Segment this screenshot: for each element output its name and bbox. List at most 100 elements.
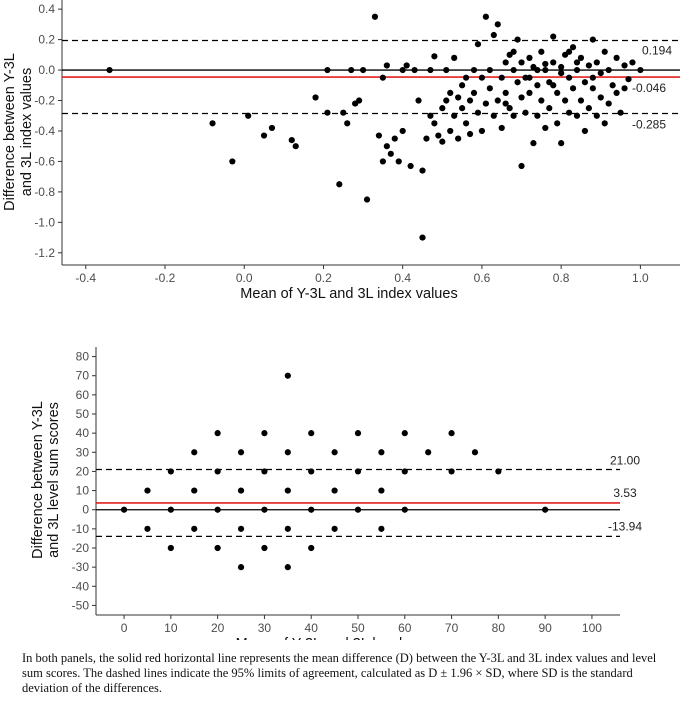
data-point: [419, 234, 426, 241]
data-point: [455, 135, 462, 142]
y-tick-label: 70: [76, 369, 90, 383]
data-point: [573, 66, 581, 74]
data-point: [466, 97, 474, 104]
y-tick-label: 10: [76, 484, 90, 498]
data-point: [229, 158, 236, 165]
data-point: [354, 506, 362, 513]
data-point: [120, 506, 128, 513]
x-axis-title: Mean of Y-3L and 3L level sum scores: [236, 636, 481, 640]
data-point: [601, 48, 608, 55]
data-point: [344, 120, 351, 127]
y-tick-label: 0.4: [38, 2, 55, 16]
data-point: [573, 59, 581, 66]
y-axis-title-line: Difference between Y-3L: [30, 401, 46, 559]
data-point: [439, 105, 446, 112]
y-tick-label: 60: [76, 388, 90, 402]
x-tick-label: -0.2: [155, 271, 176, 285]
y-tick-label: -0.8: [34, 185, 55, 199]
data-point: [554, 89, 561, 97]
data-point: [617, 109, 624, 116]
data-point: [214, 430, 221, 437]
data-point: [144, 525, 151, 532]
data-point: [558, 63, 565, 71]
data-point: [191, 525, 198, 532]
data-point: [379, 158, 386, 165]
x-tick-label: -0.4: [75, 271, 96, 285]
data-point: [474, 41, 482, 48]
data-point: [573, 112, 581, 119]
x-tick-label: 0.4: [394, 271, 411, 285]
data-point: [455, 94, 462, 101]
data-point: [462, 120, 470, 127]
y-tick-label: -0.2: [34, 94, 55, 108]
data-point: [569, 85, 577, 92]
data-point: [471, 449, 479, 456]
data-point: [431, 120, 438, 127]
data-point: [486, 66, 493, 74]
data-point: [423, 135, 430, 142]
data-point: [427, 112, 434, 119]
data-point: [514, 79, 521, 86]
data-point: [490, 112, 497, 119]
data-point: [435, 132, 442, 139]
data-point: [403, 62, 410, 69]
data-point: [530, 140, 537, 147]
x-tick-label: 0.6: [474, 271, 491, 285]
data-point: [214, 544, 221, 552]
data-point: [340, 109, 347, 116]
data-point: [526, 89, 533, 97]
data-point: [526, 74, 533, 81]
data-point: [522, 109, 529, 116]
data-point: [629, 59, 636, 66]
y-tick-label: -50: [72, 598, 90, 612]
x-axis-title: Mean of Y-3L and 3L index values: [240, 286, 457, 302]
data-point: [331, 449, 338, 456]
data-point: [324, 66, 331, 74]
data-point: [312, 94, 319, 101]
x-tick-label: 1.0: [632, 271, 649, 285]
data-point: [383, 143, 390, 150]
data-point: [585, 105, 592, 112]
figure: 0.4 0.2 0.0 -0.2 -0.4 -0.6 -0.8 -1.0 -1.2 -0.4 -0.…: [2, 0, 680, 640]
data-point: [542, 124, 549, 132]
data-point: [514, 36, 521, 43]
data-point: [589, 74, 596, 81]
x-tick-label: 0.2: [315, 271, 332, 285]
data-point: [237, 487, 245, 494]
data-point: [534, 66, 541, 74]
data-point: [593, 112, 600, 119]
data-point: [284, 525, 291, 532]
x-tick-label: 10: [164, 621, 178, 635]
data-point: [550, 82, 557, 89]
x-tick-label: 20: [211, 621, 225, 635]
lower-limit-label: -13.94: [608, 519, 642, 533]
data-point: [378, 449, 385, 456]
data-point: [486, 85, 493, 92]
y-tick-label: -0.6: [34, 154, 55, 168]
panel-index-values: 0.4 0.2 0.0 -0.2 -0.4 -0.6 -0.8 -1.0 -1.2 -0.4 -0.…: [2, 0, 680, 302]
data-point: [399, 127, 406, 135]
data-point: [401, 430, 408, 437]
data-point: [605, 66, 612, 74]
data-point: [518, 94, 525, 101]
data-point: [482, 100, 489, 107]
upper-limit-label: 0.194: [642, 44, 672, 58]
data-point: [554, 120, 561, 127]
mean-difference-label: 3.53: [613, 486, 637, 500]
data-point: [538, 48, 545, 55]
lower-limit-label: -0.285: [632, 117, 666, 131]
data-point: [462, 74, 470, 81]
data-point: [518, 59, 525, 66]
data-point: [581, 127, 589, 135]
data-point: [542, 506, 549, 513]
data-point: [609, 82, 616, 89]
y-axis-title-line: Difference between Y-3L: [2, 53, 18, 211]
y-tick-label: -30: [72, 560, 90, 574]
data-point: [498, 124, 505, 132]
data-point: [331, 487, 338, 494]
data-point: [451, 54, 458, 61]
data-point: [383, 62, 390, 69]
data-point: [378, 487, 385, 494]
data-point: [625, 76, 632, 83]
